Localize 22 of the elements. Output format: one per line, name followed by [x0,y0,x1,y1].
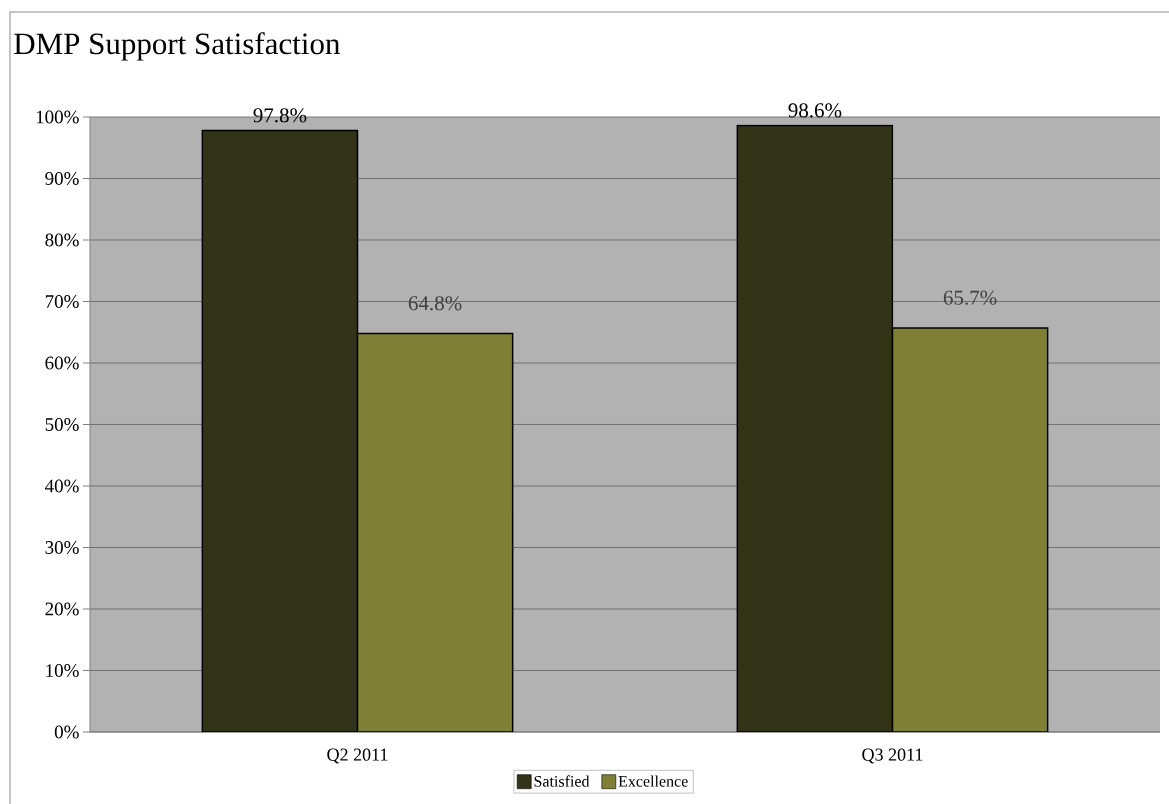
x-tick-label: Q3 2011 [862,748,923,764]
y-tick-label: 10% [46,664,79,677]
bar [736,124,894,732]
legend-label: Excellence [618,775,688,787]
y-tick-label: 100% [36,110,79,124]
y-tick-label: 40% [45,479,79,493]
y-tick-label: 50% [45,418,79,431]
data-label: 98.6% [788,103,842,118]
y-tick-label: 20% [45,602,79,616]
bar [891,327,1049,732]
data-label: 97.8% [253,108,307,123]
chart-title: DMP Support Satisfaction [14,32,340,61]
x-tick-label: Q2 2011 [327,748,388,764]
y-tick-label: 0% [54,725,79,739]
y-tick-label: 30% [45,541,79,554]
bar [356,332,514,732]
y-tick-label: 60% [45,356,79,370]
bar [201,129,359,732]
legend-label: Satisfied [534,775,590,787]
y-tick-label: 70% [45,295,79,308]
y-tick-label: 90% [45,172,79,185]
y-tick-label: 80% [45,233,79,247]
